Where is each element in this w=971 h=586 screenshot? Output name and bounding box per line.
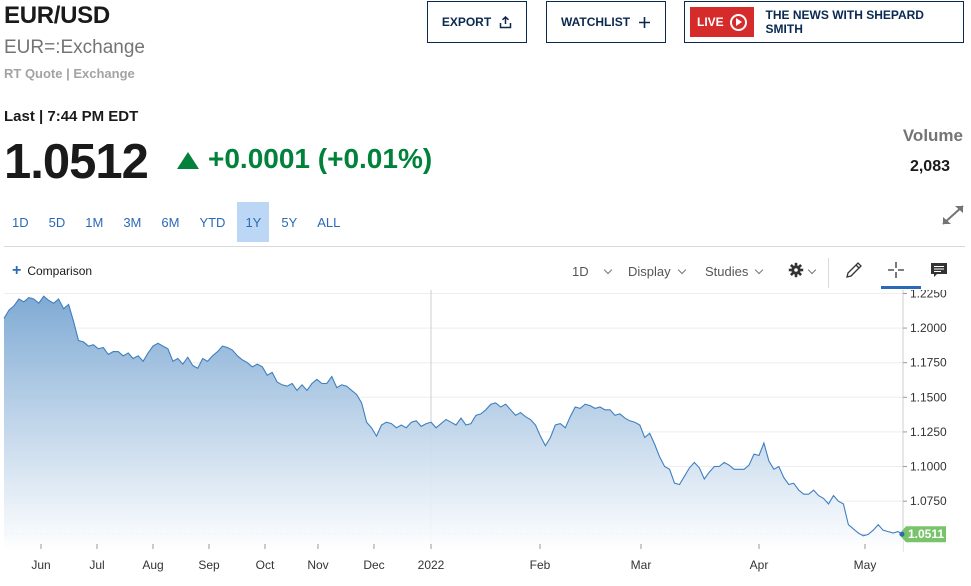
comparison-label: Comparison: [27, 264, 93, 278]
volume-value: 2,083: [909, 158, 950, 175]
settings-dropdown[interactable]: [788, 258, 817, 284]
display-dropdown[interactable]: Display: [628, 258, 686, 284]
up-arrow-icon: [177, 152, 199, 169]
time-range-selector: 1D 5D 1M 3M 6M YTD 1Y 5Y ALL: [4, 202, 352, 242]
range-1m[interactable]: 1M: [85, 214, 104, 230]
play-icon: [729, 13, 747, 31]
x-tick-label: Aug: [142, 558, 163, 572]
y-tick-label: 1.1750: [910, 356, 947, 370]
expand-icon[interactable]: [940, 203, 966, 232]
studies-dropdown[interactable]: Studies: [705, 258, 764, 284]
crosshair-icon: [886, 260, 906, 283]
chevron-down-icon: [677, 265, 686, 274]
y-tick-label: 1.1000: [910, 460, 947, 474]
x-axis: Jun Jul Aug Sep Oct Nov Dec 2022 Feb Mar Apr May: [31, 544, 876, 572]
divider: [4, 246, 965, 247]
live-show-title: THE NEWS WITH SHEPARD SMITH: [765, 8, 924, 36]
x-tick-label: Apr: [750, 558, 769, 572]
studies-label: Studies: [705, 263, 749, 279]
crosshair-button[interactable]: [886, 258, 906, 284]
symbol-title: EUR/USD: [4, 2, 110, 29]
last-price-tag: 1.0511: [899, 526, 946, 543]
quote-source: RT Quote | Exchange: [4, 66, 135, 81]
last-price-dot: [899, 531, 905, 537]
chevron-down-icon: [807, 265, 817, 274]
export-label: EXPORT: [441, 15, 492, 29]
y-tick-label: 1.2250: [910, 290, 947, 300]
last-price-tag-label: 1.0511: [908, 527, 944, 541]
gear-icon: [788, 262, 804, 281]
range-6m[interactable]: 6M: [161, 214, 180, 230]
x-tick-label: Feb: [530, 558, 551, 572]
display-label: Display: [628, 263, 671, 279]
x-tick-label: Jul: [89, 558, 104, 572]
y-tick-label: 1.0750: [910, 494, 947, 508]
live-badge: LIVE: [690, 7, 754, 37]
live-tv-button[interactable]: LIVE THE NEWS WITH SHEPARD SMITH: [684, 1, 964, 43]
comparison-button[interactable]: + Comparison: [12, 262, 93, 279]
range-ytd[interactable]: YTD: [199, 214, 226, 230]
range-all[interactable]: ALL: [317, 214, 341, 230]
range-1d[interactable]: 1D: [12, 214, 29, 230]
toolbar-separator: [828, 258, 829, 288]
live-label: LIVE: [697, 15, 724, 29]
draw-tool-button[interactable]: [844, 258, 864, 284]
x-tick-label: Jun: [31, 558, 50, 572]
y-axis: 1.2250 1.2000 1.1750 1.1500 1.1250 1.1000 1.07…: [903, 290, 947, 508]
chevron-down-icon: [755, 265, 764, 274]
x-tick-label: Mar: [631, 558, 652, 572]
volume-label: Volume: [902, 126, 963, 145]
range-5d[interactable]: 5D: [48, 214, 66, 230]
watchlist-label: WATCHLIST: [560, 15, 631, 29]
watchlist-button[interactable]: WATCHLIST: [546, 1, 666, 43]
x-tick-label: May: [854, 558, 877, 572]
comment-button[interactable]: [929, 258, 949, 284]
last-price: 1.0512: [4, 135, 149, 189]
x-tick-label: Nov: [307, 558, 328, 572]
y-tick-label: 1.1500: [910, 390, 947, 404]
x-tick-label: Oct: [256, 558, 275, 572]
y-tick-label: 1.2000: [910, 321, 947, 335]
interval-label: 1D: [572, 263, 589, 279]
export-button[interactable]: EXPORT: [427, 1, 527, 43]
price-chart[interactable]: 1.2250 1.2000 1.1750 1.1500 1.1250 1.1000 1.07…: [0, 290, 971, 586]
price-change: +0.0001 (+0.01%): [208, 143, 433, 174]
last-update-time: Last | 7:44 PM EDT: [4, 108, 139, 125]
y-tick-label: 1.1250: [910, 425, 947, 439]
x-tick-label: Dec: [363, 558, 384, 572]
price-line: [3, 295, 904, 537]
comment-icon: [929, 261, 949, 282]
x-tick-label: 2022: [418, 558, 445, 572]
share-icon: [499, 15, 512, 29]
active-tool-indicator: [881, 286, 921, 289]
range-3m[interactable]: 3M: [123, 214, 142, 230]
range-5y[interactable]: 5Y: [281, 214, 298, 230]
interval-dropdown[interactable]: 1D: [572, 258, 612, 284]
plus-icon: [638, 16, 651, 29]
pencil-icon: [844, 260, 864, 283]
exchange-label: EUR=:Exchange: [4, 37, 145, 58]
x-tick-label: Sep: [198, 558, 220, 572]
chevron-down-icon: [603, 265, 612, 274]
last-price-tag-shape: [899, 526, 946, 543]
range-1y[interactable]: 1Y: [237, 202, 270, 242]
plus-icon: +: [12, 262, 22, 279]
